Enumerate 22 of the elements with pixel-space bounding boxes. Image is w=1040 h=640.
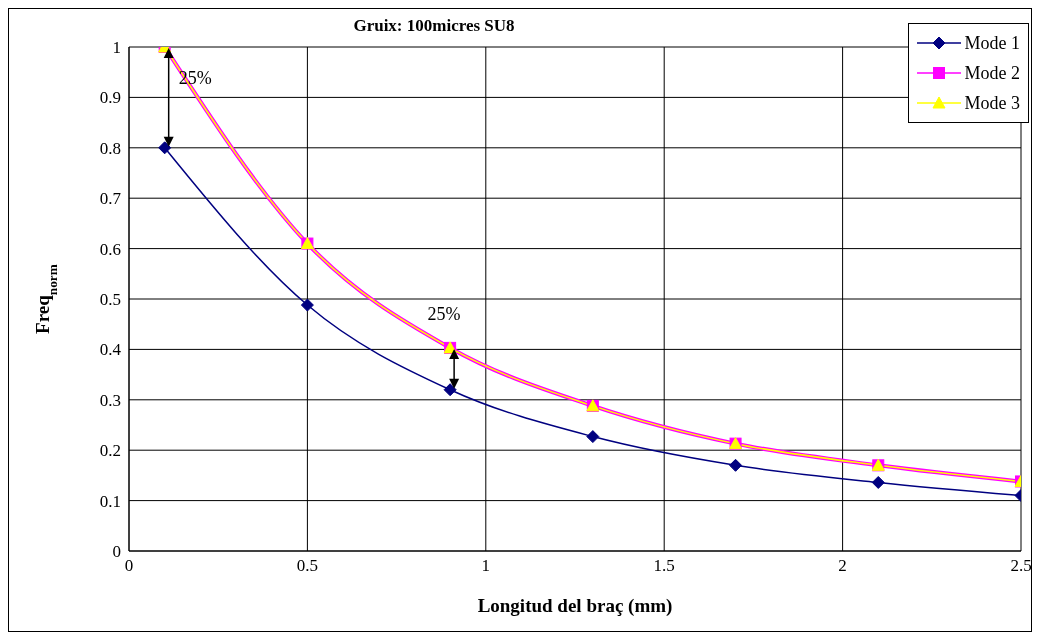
x-axis-title: Longitud del braç (mm) (477, 595, 673, 618)
y-tick-label: 0.8 (99, 138, 121, 158)
x-tick-label: 2 (838, 556, 847, 576)
x-tick-label: 1 (481, 556, 491, 576)
annotation: 25% (427, 304, 461, 325)
x-tick-label: 2.5 (1010, 556, 1032, 576)
y-tick-label: 1 (112, 38, 121, 58)
y-tick-label: 0 (112, 542, 121, 562)
x-tick-label: 0.5 (296, 556, 319, 576)
legend-label: Mode 1 (964, 32, 1020, 54)
y-tick-label: 0.9 (99, 88, 121, 108)
y-tick-label: 0.1 (99, 491, 121, 511)
y-tick-label: 0.5 (99, 290, 121, 310)
y-tick-label: 0.6 (99, 239, 121, 259)
y-tick-label: 0.7 (99, 189, 122, 209)
y-tick-label: 0.4 (99, 340, 122, 360)
y-tick-label: 0.3 (99, 390, 121, 410)
legend-label: Mode 2 (964, 62, 1020, 84)
chart-title: Gruix: 100micres SU8 (353, 16, 515, 35)
x-tick-label: 1.5 (653, 556, 675, 576)
y-tick-label: 0.2 (99, 441, 121, 461)
legend-label: Mode 3 (964, 92, 1020, 114)
